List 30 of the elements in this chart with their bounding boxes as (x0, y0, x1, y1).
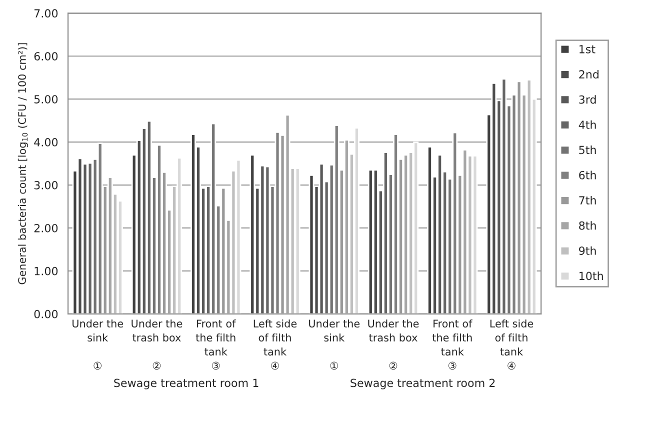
y-tick-label: 0.00 (34, 310, 58, 318)
legend-label: 8th (579, 221, 596, 230)
y-tick-label: 6.00 (34, 52, 58, 61)
x-tick-label: Left side of filth tank ④ (254, 319, 297, 370)
category-label: Under the trash box ② (132, 319, 182, 370)
text: Sewage treatment room 2 (350, 378, 495, 390)
y-tick-label: 1.00 (34, 266, 58, 276)
legend-label: 3rd (579, 95, 596, 104)
legend-label: 1st (580, 45, 596, 54)
legend-label: 5th (579, 146, 596, 154)
legend-label: 9th (579, 246, 596, 255)
text: Sewage treatment room 1 (114, 378, 258, 390)
legend-label: 2nd (579, 70, 598, 79)
legend-label: 4th (578, 120, 596, 129)
y-tick-label: 5.00 (34, 95, 58, 104)
y-tick-label: 3.00 (34, 180, 58, 190)
x-tick-label: Front of the filth tank ③ (432, 319, 472, 370)
y-tick-label: 2.00 (34, 224, 58, 232)
category-label: Under the sink ① (72, 319, 124, 370)
x-tick-label: Left side of filth tank ④ (490, 319, 534, 370)
x-tick-label: Front of the filth tank ③ (196, 319, 236, 370)
y-tick-label: 7.00 (34, 9, 58, 18)
y-axis-title: General bacteria count [log$_{10}$ (CFU / 100 cm²)] (18, 43, 28, 284)
legend-label: 10th (580, 272, 603, 280)
category-label: Under the sink ① (309, 319, 360, 370)
legend-label: 6th (579, 170, 596, 180)
legend-label: 7th (579, 196, 596, 204)
y-tick-label: 4.00 (34, 138, 58, 146)
bar (250, 154, 256, 314)
category-label: Under the trash box ② (368, 319, 419, 370)
